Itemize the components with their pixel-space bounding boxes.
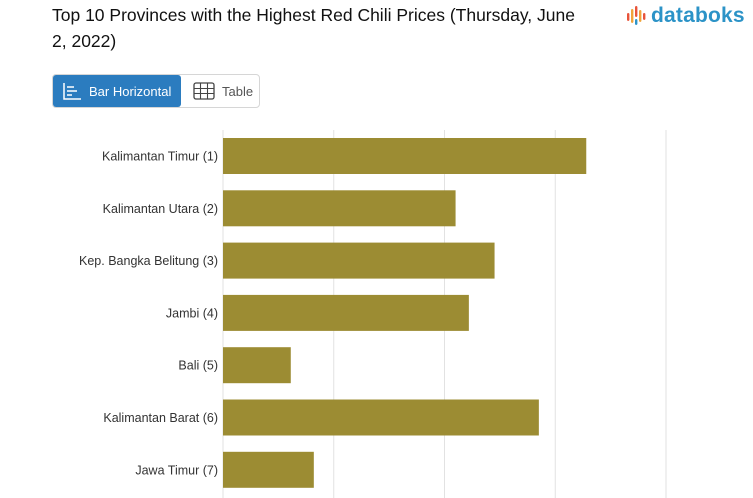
bar-horizontal-label: Bar Horizontal [89, 83, 172, 99]
view-toggle: Bar Horizontal Table [52, 74, 260, 108]
bar[interactable] [223, 451, 314, 488]
category-label: Jambi (4) [166, 306, 218, 320]
table-label: Table [222, 83, 254, 99]
chart-title: Top 10 Provinces with the Highest Red Ch… [52, 5, 575, 51]
bar-horizontal-button[interactable]: Bar Horizontal [53, 75, 181, 107]
category-label-layer: Kalimantan Timur (1) Kalimantan Utara (2)… [79, 150, 218, 478]
category-label: Kalimantan Barat (6) [103, 411, 218, 425]
databoks-logo-icon [627, 6, 646, 25]
category-label: Jawa Timur (7) [135, 463, 218, 477]
brand-logo[interactable]: databoks [625, 3, 745, 29]
bar[interactable] [223, 347, 291, 384]
bar[interactable] [223, 138, 587, 174]
category-label: Kalimantan Utara (2) [103, 202, 218, 216]
bar-chart: Kalimantan Timur (1) Kalimantan Utara (2)… [79, 130, 667, 498]
category-label: Kep. Bangka Belitung (3) [79, 254, 218, 268]
bar[interactable] [223, 399, 539, 436]
bar-horizontal-icon [63, 83, 81, 100]
category-label: Bali (5) [178, 359, 218, 373]
category-label: Kalimantan Timur (1) [102, 150, 218, 164]
bar-layer [223, 138, 587, 488]
bar[interactable] [223, 242, 495, 279]
table-button[interactable]: Table [181, 75, 253, 107]
bar[interactable] [223, 294, 469, 331]
bar[interactable] [223, 190, 456, 227]
table-icon [193, 82, 215, 100]
brand-name: databoks [651, 4, 745, 27]
